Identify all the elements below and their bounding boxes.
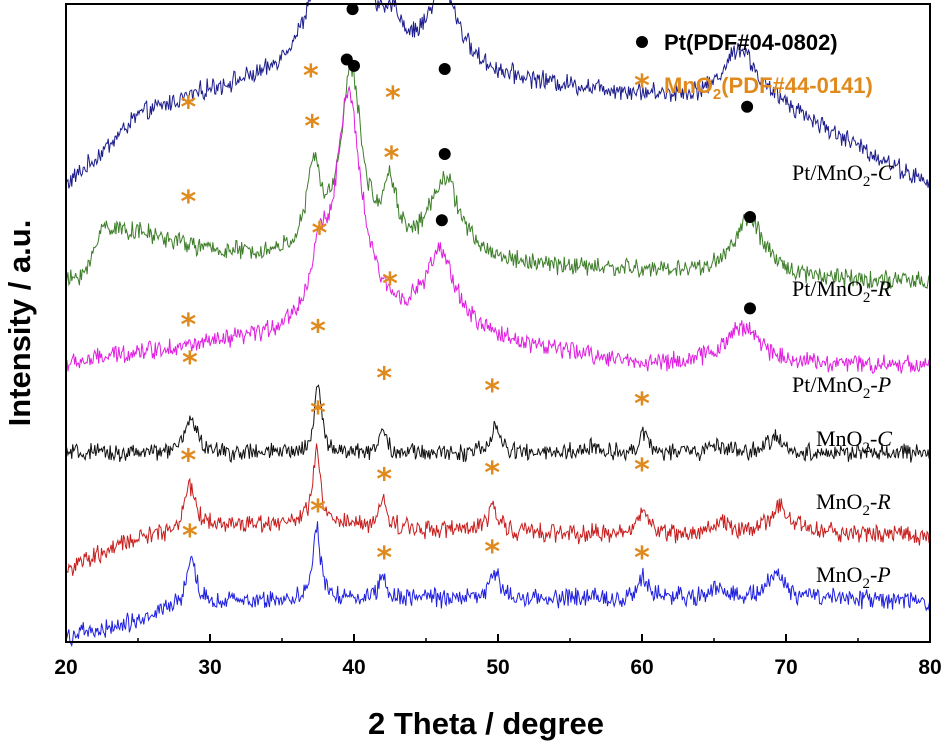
x-tick-label-80: 80 bbox=[918, 656, 941, 679]
pt-peak-marker bbox=[438, 63, 451, 75]
mno2-peak-marker: * bbox=[181, 91, 197, 126]
mno2-peak-marker: * bbox=[484, 456, 500, 491]
series-label-MnO2-R: MnO2-R bbox=[816, 489, 891, 519]
series-label-MnO2-C: MnO2-C bbox=[816, 426, 892, 456]
pt-peak-marker bbox=[340, 53, 353, 66]
series-line-Pt/MnO2-C bbox=[65, 0, 931, 189]
series-line-MnO2-C bbox=[65, 384, 931, 463]
mno2-peak-marker: * bbox=[303, 59, 319, 94]
mno2-peak-marker: * bbox=[181, 443, 197, 478]
x-axis-ticks bbox=[65, 634, 931, 642]
legend: Pt(PDF#04-0802) * MnO2(PDF#44-0141) bbox=[634, 30, 873, 104]
series-label-Pt/MnO2-R: Pt/MnO2-R bbox=[792, 276, 892, 306]
series-label-MnO2-P: MnO2-P bbox=[816, 562, 891, 592]
series-labels: Pt/MnO2-C Pt/MnO2-R Pt/MnO2-P MnO2-C MnO2-R M… bbox=[792, 160, 893, 592]
mno2-peak-marker: * bbox=[484, 374, 500, 409]
mno2-peak-marker: * bbox=[304, 110, 320, 145]
x-tick-label-20: 20 bbox=[54, 656, 77, 679]
x-axis-tick-labels: 20 30 40 50 60 70 80 bbox=[54, 656, 941, 679]
legend-star-marker: * bbox=[634, 69, 650, 104]
x-tick-label-50: 50 bbox=[486, 656, 509, 679]
mno2-peak-marker: * bbox=[312, 217, 328, 252]
mno2-peak-marker: * bbox=[634, 541, 650, 576]
x-tick-label-60: 60 bbox=[630, 656, 653, 679]
pt-peak-marker bbox=[438, 148, 451, 161]
x-tick-label-30: 30 bbox=[198, 656, 221, 679]
pt-peak-marker bbox=[435, 214, 448, 227]
mno2-peak-marker: * bbox=[310, 314, 326, 349]
mno2-peak-marker: * bbox=[634, 387, 650, 422]
mno2-peak-marker: * bbox=[376, 462, 392, 497]
pt-peak-marker bbox=[744, 302, 756, 315]
x-tick-label-40: 40 bbox=[342, 656, 365, 679]
series-line-MnO2-R bbox=[65, 443, 931, 576]
legend-label-mno2-rest: (PDF#44-0141) bbox=[721, 73, 873, 98]
pt-peak-marker bbox=[346, 3, 359, 16]
x-axis-title: 2 Theta / degree bbox=[368, 706, 604, 741]
series-label-Pt/MnO2-P: Pt/MnO2-P bbox=[792, 372, 891, 402]
legend-label-mno2-sub: 2 bbox=[713, 86, 721, 103]
x-tick-label-70: 70 bbox=[774, 656, 797, 679]
y-axis-title: Intensity / a.u. bbox=[2, 220, 37, 427]
legend-label-pt: Pt(PDF#04-0802) bbox=[664, 30, 838, 55]
pt-peak-marker bbox=[741, 100, 754, 113]
mno2-peak-marker: * bbox=[384, 141, 400, 176]
mno2-peak-marker: * bbox=[385, 81, 401, 116]
mno2-peak-marker: * bbox=[376, 541, 392, 576]
series-label-Pt/MnO2-C: Pt/MnO2-C bbox=[792, 160, 893, 190]
plot-layer: ************ * **** * **** * * bbox=[65, 0, 931, 648]
mno2-peak-marker: * bbox=[182, 346, 198, 381]
series-line-Pt/MnO2-R bbox=[65, 62, 931, 291]
mno2-peak-marker: * bbox=[181, 308, 197, 343]
mno2-peak-marker: * bbox=[382, 267, 398, 302]
mno2-peak-marker: * bbox=[181, 185, 197, 220]
mno2-peak-marker: * bbox=[182, 519, 198, 554]
legend-circle-marker bbox=[636, 36, 648, 48]
series-line-MnO2-P bbox=[65, 521, 931, 648]
legend-label-mno2-main: MnO bbox=[664, 73, 713, 98]
mno2-peak-marker: * bbox=[484, 535, 500, 570]
legend-label-mno2: MnO2(PDF#44-0141) bbox=[664, 73, 873, 103]
mno2-peak-marker: * bbox=[376, 362, 392, 397]
mno2-peak-marker: * bbox=[634, 453, 650, 488]
pt-peak-marker bbox=[744, 211, 756, 224]
series-line-Pt/MnO2-P bbox=[65, 85, 931, 374]
mno2-peak-marker: * bbox=[310, 494, 326, 529]
mno2-peak-marker: * bbox=[310, 396, 326, 431]
